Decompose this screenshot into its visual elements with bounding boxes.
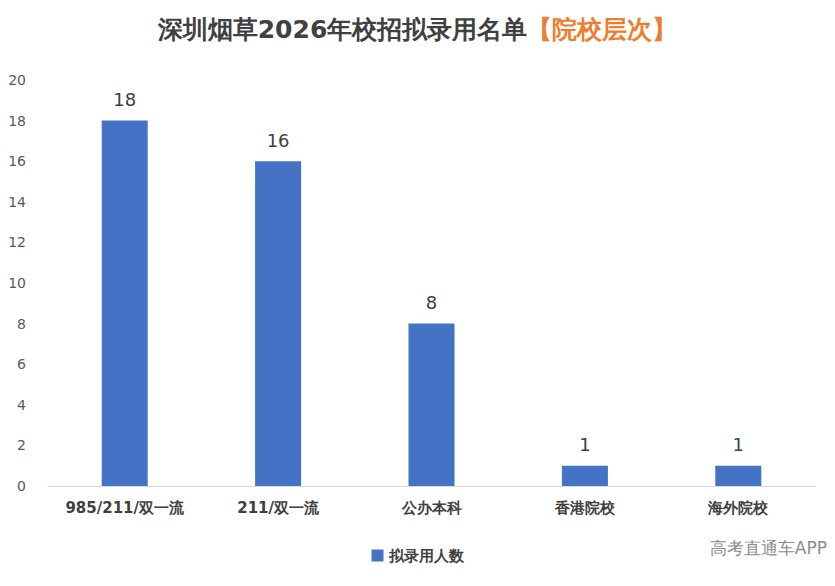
svg-text:【院校层次】: 【院校层次】 (527, 15, 677, 44)
svg-text:4: 4 (17, 397, 26, 413)
svg-text:公办本科: 公办本科 (401, 499, 462, 517)
svg-text:16: 16 (267, 130, 290, 151)
svg-text:20: 20 (8, 72, 26, 88)
svg-text:8: 8 (17, 316, 26, 332)
svg-text:高考直通车APP: 高考直通车APP (710, 538, 827, 558)
svg-text:16: 16 (8, 153, 26, 169)
svg-text:211/双一流: 211/双一流 (237, 499, 320, 517)
svg-text:1: 1 (733, 434, 744, 455)
svg-text:0: 0 (17, 478, 26, 494)
svg-text:14: 14 (8, 194, 26, 210)
svg-text:985/211/双一流: 985/211/双一流 (65, 499, 185, 517)
svg-text:18: 18 (113, 89, 136, 110)
svg-text:拟录用人数: 拟录用人数 (388, 547, 465, 565)
svg-text:18: 18 (8, 113, 26, 129)
svg-text:10: 10 (8, 275, 26, 291)
svg-text:海外院校: 海外院校 (707, 499, 769, 517)
svg-text:12: 12 (8, 234, 26, 250)
svg-text:1: 1 (579, 434, 590, 455)
svg-text:2: 2 (17, 437, 26, 453)
svg-text:8: 8 (426, 292, 437, 313)
svg-text:深圳烟草2026年校招拟录用名单: 深圳烟草2026年校招拟录用名单 (157, 15, 528, 44)
svg-text:香港院校: 香港院校 (554, 499, 616, 517)
svg-text:6: 6 (17, 356, 26, 372)
